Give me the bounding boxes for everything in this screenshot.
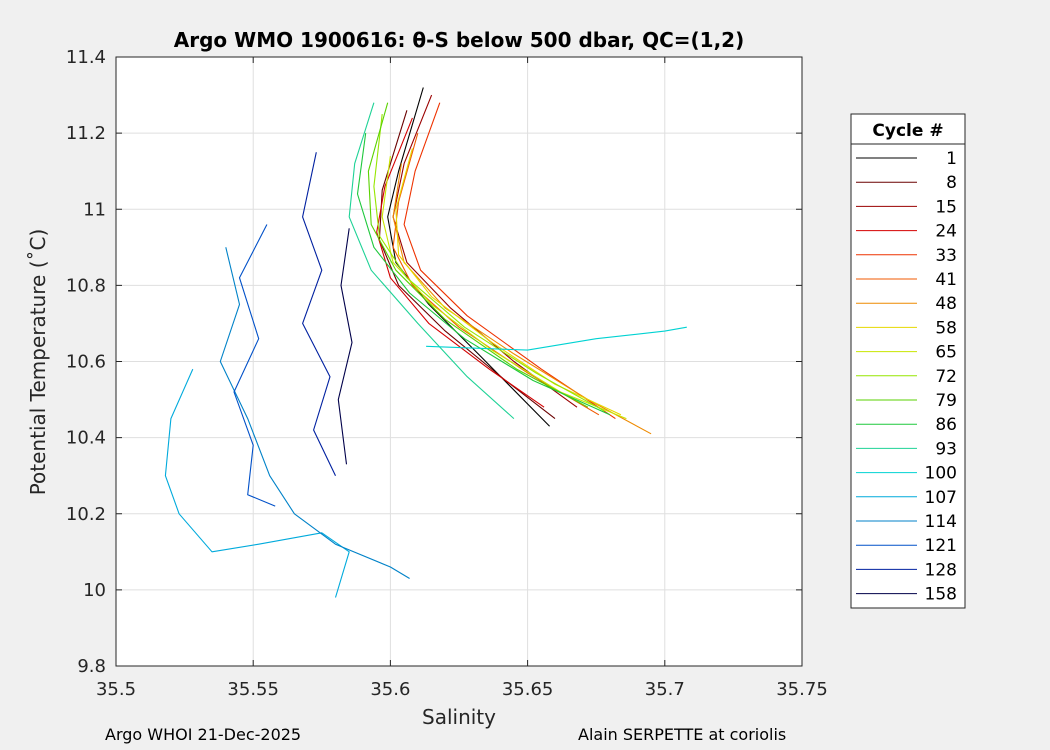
y-tick-label: 10 xyxy=(83,580,106,601)
series-line-cycle-93 xyxy=(348,102,515,420)
series-line-cycle-79 xyxy=(367,102,589,408)
legend-label-cycle-128: 128 xyxy=(925,560,957,580)
legend-label-cycle-33: 33 xyxy=(935,246,957,266)
legend-label-cycle-41: 41 xyxy=(935,270,957,290)
legend-label-cycle-114: 114 xyxy=(925,512,957,532)
legend-label-cycle-24: 24 xyxy=(935,222,957,242)
legend-label-cycle-15: 15 xyxy=(935,197,957,217)
legend-label-cycle-121: 121 xyxy=(925,536,957,556)
footer-right: Alain SERPETTE at coriolis xyxy=(578,725,787,744)
series-line-cycle-15 xyxy=(392,94,578,408)
legend-label-cycle-93: 93 xyxy=(935,439,957,459)
legend-box xyxy=(850,113,966,609)
series-line-cycle-107 xyxy=(164,368,350,598)
footer-left: Argo WHOI 21-Dec-2025 xyxy=(105,725,302,744)
legend-label-cycle-58: 58 xyxy=(935,318,957,338)
legend-label-cycle-65: 65 xyxy=(935,343,957,363)
y-tick-label: 10.2 xyxy=(66,504,106,525)
x-tick-label: 35.5 xyxy=(96,679,136,700)
legend-label-cycle-1: 1 xyxy=(946,149,957,169)
series-line-cycle-33 xyxy=(403,102,616,420)
legend-label-cycle-158: 158 xyxy=(925,585,957,605)
legend-title: Cycle # xyxy=(872,121,943,141)
series-line-cycle-72 xyxy=(373,114,605,412)
y-tick-label: 11.2 xyxy=(66,123,106,144)
legend-label-cycle-48: 48 xyxy=(935,294,957,314)
series-line-cycle-1 xyxy=(387,87,550,427)
y-axis-label: Potential Temperature (˚C) xyxy=(26,229,50,496)
x-tick-label: 35.7 xyxy=(645,679,685,700)
legend-items: 1 8 15 24 33 41 48 58 65 72 79 86 93 100 107 114 121 128 1… xyxy=(856,149,957,605)
y-tick-label: 9.8 xyxy=(77,656,106,677)
legend-label-cycle-8: 8 xyxy=(946,173,957,193)
x-tick-label: 35.75 xyxy=(776,679,828,700)
series-line-cycle-128 xyxy=(302,152,336,476)
x-tick-label: 35.6 xyxy=(370,679,410,700)
legend-label-cycle-72: 72 xyxy=(935,367,957,387)
series-line-cycle-114 xyxy=(219,247,410,579)
series-line-cycle-58 xyxy=(395,148,622,416)
y-tick-label: 11.4 xyxy=(66,47,106,68)
legend-label-cycle-100: 100 xyxy=(925,464,957,484)
series-lines xyxy=(164,87,687,598)
y-tick-label: 11 xyxy=(83,199,106,220)
chart-title: Argo WMO 1900616: θ-S below 500 dbar, QC… xyxy=(174,28,744,52)
y-tick-label: 10.6 xyxy=(66,352,106,373)
y-tick-label: 10.4 xyxy=(66,428,106,449)
x-tick-label: 35.65 xyxy=(502,679,554,700)
y-tick-label: 10.8 xyxy=(66,275,106,296)
axis-ticks: 35.5 35.55 35.6 35.65 35.7 35.75 9.8 10 10.2 10.4… xyxy=(66,47,828,700)
series-line-cycle-41 xyxy=(392,132,600,416)
legend: Cycle # 1 8 15 24 33 41 48 58 65 72 79 86 93 100 107 11… xyxy=(850,113,966,609)
series-line-cycle-158 xyxy=(337,228,353,465)
series-line-cycle-121 xyxy=(233,224,276,507)
legend-label-cycle-86: 86 xyxy=(935,415,957,435)
series-line-cycle-100 xyxy=(426,326,687,351)
x-axis-label: Salinity xyxy=(422,705,496,729)
legend-label-cycle-107: 107 xyxy=(925,488,957,508)
x-tick-label: 35.55 xyxy=(227,679,279,700)
series-line-cycle-86 xyxy=(356,133,611,416)
series-line-cycle-24 xyxy=(376,117,545,408)
legend-label-cycle-79: 79 xyxy=(935,391,957,411)
